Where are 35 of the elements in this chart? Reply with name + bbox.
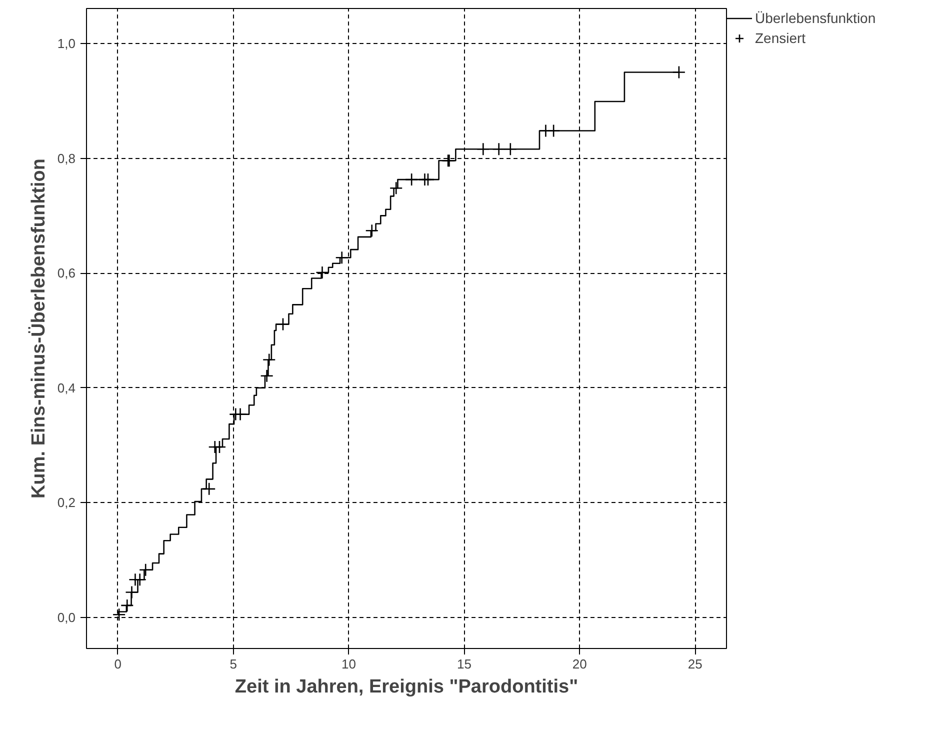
point (672, 66, 686, 79)
x-tick-label: 20 (572, 656, 587, 672)
y-tick-label: 0,2 (57, 495, 76, 510)
point (125, 586, 138, 599)
x-tick-label: 10 (342, 656, 356, 672)
point (421, 172, 435, 186)
y-tick-label: 1,0 (57, 36, 76, 52)
y-tick-label: 0,6 (57, 266, 76, 281)
point (276, 318, 290, 331)
point (260, 369, 274, 383)
x-tick-label: 0 (114, 656, 122, 672)
x-axis-title: Zeit in Jahren, Ereignis "Parodontitis" (234, 676, 578, 698)
x-tick-label: 5 (230, 656, 237, 672)
point (365, 224, 379, 238)
y-tick-label: 0,0 (57, 610, 76, 626)
point (138, 563, 152, 577)
point (546, 124, 560, 138)
point (212, 440, 226, 454)
point (504, 142, 518, 156)
y-axis-title: Kum. Eins-minus-Überlebensfunktion (27, 158, 50, 498)
point (112, 608, 126, 622)
point (133, 572, 146, 586)
x-tick-label: 25 (688, 656, 702, 672)
point (202, 482, 216, 496)
y-tick-label: 0,8 (57, 150, 76, 166)
point (335, 250, 349, 264)
point (120, 598, 134, 612)
point (262, 353, 276, 366)
y-tick-label: 0,4 (57, 380, 76, 396)
legend-label: Überlebensfunktion (755, 10, 876, 26)
point (404, 172, 418, 186)
legend-label: Zensiert (755, 30, 806, 46)
point (316, 266, 329, 280)
point (389, 182, 403, 195)
x-tick-label: 15 (456, 656, 472, 672)
